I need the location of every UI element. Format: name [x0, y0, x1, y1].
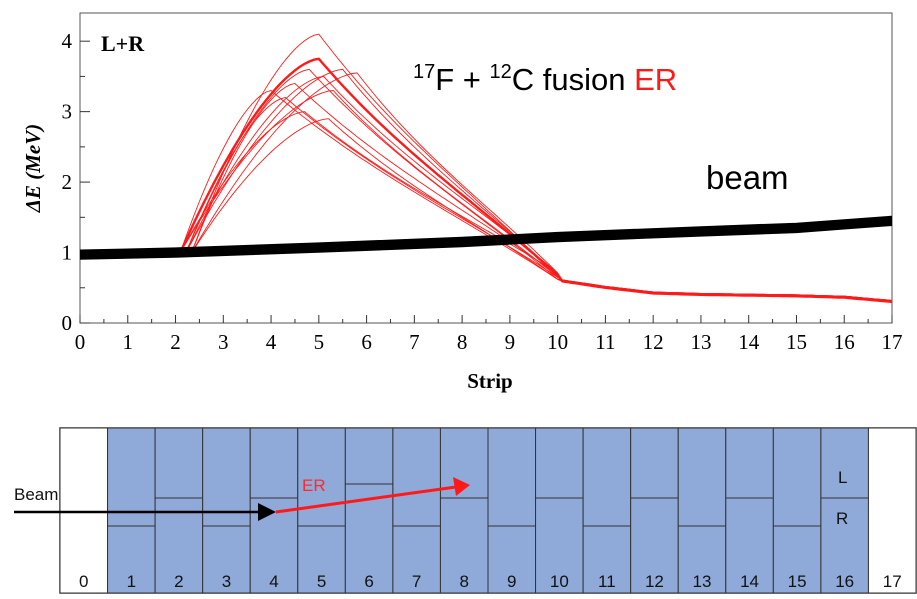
x-tick-label: 16 [834, 330, 855, 354]
strip-number: 15 [788, 572, 807, 591]
strip-number: 0 [79, 572, 88, 591]
x-tick-label: 12 [643, 330, 664, 354]
strip-number: 7 [412, 572, 421, 591]
detector-strip [107, 427, 156, 594]
er-arrow [275, 485, 457, 514]
panel-label: L+R [101, 31, 145, 56]
beam-curve [79, 217, 893, 254]
detector-strip [535, 427, 584, 594]
detector-strip [392, 427, 441, 594]
er-arrowhead [453, 477, 470, 496]
x-axis: 0 1 2 3 4 5 6 7 8 9 10 11 12 13 14 15 16 17 [75, 315, 903, 354]
x-tick-label: 17 [882, 330, 903, 354]
title-part-1: F + [435, 62, 489, 97]
x-tick-label: 3 [218, 330, 229, 354]
detector-strip [344, 427, 394, 594]
y-axis: 0 1 2 3 4 [62, 29, 90, 335]
right-label: R [836, 509, 848, 528]
detector-strip [630, 427, 679, 594]
detector-strip [582, 427, 632, 594]
strip-number: 17 [883, 572, 902, 591]
x-tick-label: 10 [547, 330, 568, 354]
y-axis-label: ΔE (MeV) [21, 124, 45, 213]
x-tick-label: 8 [457, 330, 468, 354]
er-curve [79, 118, 893, 301]
strip-number: 3 [222, 572, 231, 591]
strip-number: 14 [740, 572, 759, 591]
y-tick-label: 2 [62, 170, 73, 194]
x-tick-label: 1 [123, 330, 134, 354]
strip-number: 12 [645, 572, 664, 591]
x-tick-label: 2 [170, 330, 181, 354]
strip-number: 4 [269, 572, 278, 591]
beam-arrowhead [258, 503, 276, 521]
x-tick-label: 6 [361, 330, 372, 354]
strip-number: 5 [317, 572, 326, 591]
beam-curve [79, 215, 893, 253]
x-tick-label: 7 [409, 330, 420, 354]
beam-curve [79, 220, 893, 257]
er-curve [79, 90, 893, 303]
x-tick-label: 9 [505, 330, 516, 354]
x-tick-label: 0 [75, 330, 86, 354]
x-tick-label: 4 [266, 330, 277, 354]
er-label: ER [302, 476, 326, 495]
y-tick-label: 0 [62, 311, 73, 335]
er-curve [79, 68, 893, 302]
detector-strip [59, 427, 109, 594]
chart-title: 17F + 12C fusion ER [413, 61, 677, 97]
x-tick-label: 13 [690, 330, 711, 354]
strip-number: 6 [364, 572, 373, 591]
strip-number: 13 [693, 572, 712, 591]
x-tick-label: 11 [595, 330, 615, 354]
detector-strips [59, 427, 917, 594]
strip-number: 2 [174, 572, 183, 591]
left-label: L [838, 468, 847, 487]
er-curve [79, 97, 893, 302]
title-highlight: ER [634, 62, 677, 97]
beam-label: Beam [14, 485, 58, 504]
detector-strip [297, 427, 346, 594]
detector-diagram: 0 1 2 3 4 5 6 7 8 9 10 11 12 13 14 15 16 17 Beam ER L R [14, 427, 917, 594]
y-tick-label: 1 [62, 241, 73, 265]
x-tick-label: 5 [314, 330, 325, 354]
strip-number: 8 [459, 572, 468, 591]
x-tick-label: 15 [786, 330, 807, 354]
x-axis-label: Strip [467, 369, 513, 393]
detector-strip-numbers: 0 1 2 3 4 5 6 7 8 9 10 11 12 13 14 15 16 17 [79, 572, 902, 591]
er-series [79, 33, 893, 304]
beam-series [79, 215, 893, 260]
strip-number: 9 [507, 572, 516, 591]
er-curve [79, 72, 893, 301]
x-tick-label: 14 [738, 330, 760, 354]
er-curve [79, 89, 893, 303]
detector-strip [677, 427, 727, 594]
strip-number: 1 [127, 572, 136, 591]
detector-strip [202, 427, 251, 594]
detector-strip [725, 427, 774, 594]
y-tick-label: 4 [62, 29, 73, 53]
y-tick-label: 3 [62, 100, 73, 124]
strip-number: 16 [835, 572, 854, 591]
title-superscript-1: 17 [413, 61, 435, 83]
beam-curve [79, 218, 893, 256]
detector-strip [772, 427, 822, 594]
strip-number: 11 [598, 572, 616, 591]
detector-strip [867, 427, 917, 594]
title-part-2: C fusion [512, 62, 634, 97]
beam-curve [79, 223, 893, 260]
beam-curve [79, 221, 893, 259]
strip-number: 10 [550, 572, 569, 591]
beam-annotation: beam [706, 159, 789, 196]
detector-strip [154, 427, 204, 594]
title-superscript-2: 12 [490, 61, 512, 83]
detector-strip [820, 427, 869, 594]
detector-strip [487, 427, 537, 594]
detector-strip [439, 427, 489, 594]
